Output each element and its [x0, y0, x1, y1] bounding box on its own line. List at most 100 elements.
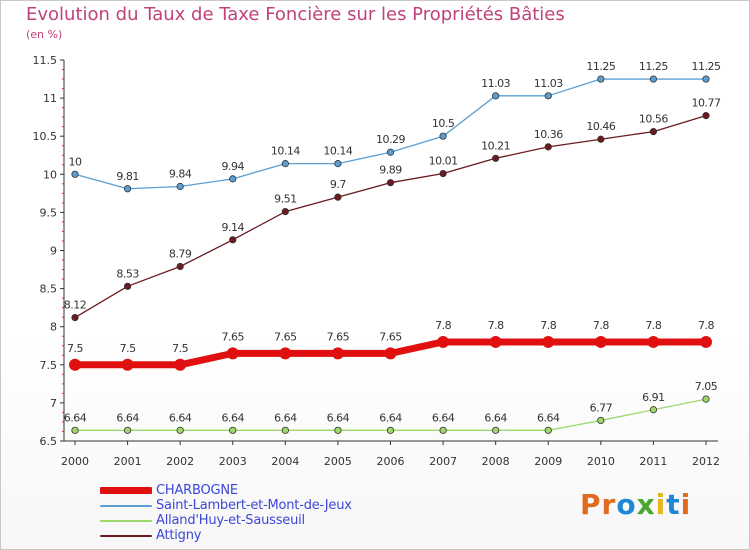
- data-label: 7.65: [379, 330, 402, 343]
- logo-letter: x: [636, 488, 656, 521]
- data-label: 6.64: [64, 411, 87, 424]
- data-label: 8.12: [64, 299, 87, 312]
- data-point: [229, 236, 237, 244]
- data-label: 6.64: [537, 411, 560, 424]
- data-label: 10.77: [692, 97, 721, 110]
- data-point: [123, 426, 132, 434]
- data-point: [492, 426, 500, 434]
- legend-label: CHARBOGNE: [156, 483, 238, 498]
- data-label: 9.14: [222, 221, 245, 234]
- y-tick-label: 8.5: [40, 283, 58, 296]
- data-point: [69, 358, 81, 371]
- data-point: [386, 148, 395, 156]
- data-point: [176, 182, 184, 191]
- data-point: [281, 426, 289, 434]
- data-point: [334, 426, 342, 434]
- legend-swatch: [100, 534, 152, 537]
- data-point: [544, 426, 552, 434]
- data-point: [71, 313, 79, 322]
- legend-item-alland-huy: Alland'Huy-et-Sausseuil: [100, 513, 352, 528]
- data-label: 6.64: [274, 411, 297, 424]
- data-point: [702, 75, 710, 83]
- data-point: [597, 75, 605, 83]
- data-label: 7.65: [222, 330, 245, 343]
- data-label: 10.5: [432, 117, 455, 130]
- y-tick-label: 10.5: [33, 130, 58, 143]
- y-tick-label: 10: [43, 168, 57, 181]
- legend-label: Attigny: [156, 528, 202, 543]
- chart-legend: CHARBOGNE Saint-Lambert-et-Mont-de-Jeux …: [100, 483, 352, 543]
- y-tick-label: 8: [50, 321, 57, 334]
- data-point: [544, 143, 552, 151]
- data-point: [123, 185, 132, 193]
- data-point: [226, 347, 239, 360]
- y-tick-label: 9: [50, 245, 57, 258]
- logo-letter: i: [680, 488, 692, 521]
- data-label: 7.8: [698, 319, 714, 332]
- x-tick-label: 2000: [61, 455, 89, 468]
- data-label: 9.89: [379, 164, 402, 177]
- data-label: 10.36: [534, 128, 563, 141]
- y-tick-label: 6.5: [40, 435, 58, 448]
- legend-swatch: [100, 519, 152, 522]
- data-point: [279, 347, 292, 360]
- data-point: [121, 358, 134, 371]
- data-label: 10.56: [639, 113, 668, 126]
- logo-letter: o: [616, 488, 637, 521]
- legend-label: Alland'Huy-et-Sausseuil: [156, 513, 305, 528]
- data-point: [489, 335, 502, 348]
- data-point: [492, 92, 500, 100]
- x-tick-label: 2004: [271, 455, 299, 468]
- data-label: 9.84: [169, 167, 192, 180]
- data-label: 7.05: [695, 380, 718, 393]
- data-label: 6.64: [379, 411, 402, 424]
- x-tick-label: 2012: [692, 455, 720, 468]
- data-point: [386, 179, 395, 187]
- data-label: 10.14: [271, 145, 300, 158]
- y-tick-label: 11: [43, 92, 57, 105]
- y-tick-label: 7: [50, 397, 57, 410]
- data-label: 7.8: [593, 319, 609, 332]
- legend-swatch: [100, 487, 152, 494]
- data-label: 9.81: [116, 170, 139, 183]
- data-point: [649, 75, 658, 83]
- data-label: 6.64: [116, 411, 139, 424]
- data-point: [334, 160, 342, 168]
- x-tick-label: 2011: [639, 455, 667, 468]
- data-label: 11.03: [481, 77, 510, 90]
- data-label: 6.64: [484, 411, 507, 424]
- data-label: 8.79: [169, 248, 192, 261]
- logo-letter: P: [580, 488, 602, 521]
- data-point: [439, 426, 447, 434]
- logo-letter: r: [601, 488, 617, 521]
- data-point: [71, 426, 79, 434]
- data-point: [229, 426, 237, 434]
- x-tick-label: 2010: [587, 455, 615, 468]
- data-label: 10.14: [323, 145, 352, 158]
- data-point: [176, 262, 184, 271]
- data-point: [331, 347, 344, 360]
- x-tick-label: 2001: [114, 455, 142, 468]
- data-point: [437, 335, 450, 348]
- data-point: [594, 335, 607, 348]
- data-point: [597, 135, 605, 143]
- data-label: 6.91: [642, 391, 665, 404]
- data-point: [542, 335, 555, 348]
- data-point: [281, 208, 289, 216]
- data-label: 6.64: [169, 411, 192, 424]
- data-point: [492, 154, 500, 162]
- data-point: [702, 112, 710, 120]
- y-tick-label: 9.5: [40, 206, 58, 219]
- data-point: [334, 193, 342, 201]
- x-tick-label: 2008: [482, 455, 510, 468]
- data-label: 7.8: [435, 319, 451, 332]
- data-label: 7.5: [172, 342, 188, 355]
- x-tick-label: 2003: [219, 455, 247, 468]
- logo-letter: t: [666, 488, 681, 521]
- legend-item-saint-lambert: Saint-Lambert-et-Mont-de-Jeux: [100, 498, 352, 513]
- data-label: 7.65: [274, 330, 297, 343]
- data-point: [597, 416, 605, 425]
- data-label: 11.25: [639, 60, 668, 73]
